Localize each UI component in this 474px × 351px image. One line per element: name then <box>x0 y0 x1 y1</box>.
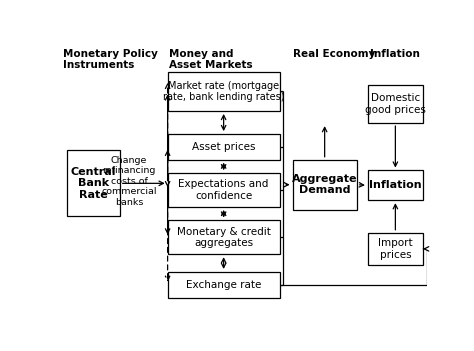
FancyBboxPatch shape <box>368 233 423 265</box>
Text: Change
refinancing
costs of
commercial
banks: Change refinancing costs of commercial b… <box>101 156 157 207</box>
Text: Market rate (mortgage
rate, bank lending rates): Market rate (mortgage rate, bank lending… <box>163 81 284 102</box>
FancyBboxPatch shape <box>168 134 280 160</box>
FancyBboxPatch shape <box>368 171 423 200</box>
FancyBboxPatch shape <box>66 150 120 217</box>
Text: Exchange rate: Exchange rate <box>186 280 261 290</box>
Text: Inflation: Inflation <box>369 180 422 190</box>
Text: Monetary Policy
Instruments: Monetary Policy Instruments <box>63 49 158 71</box>
FancyBboxPatch shape <box>168 220 280 254</box>
Text: Domestic
good prices: Domestic good prices <box>365 93 426 115</box>
Text: Expectations and
confidence: Expectations and confidence <box>178 179 269 201</box>
FancyBboxPatch shape <box>368 85 423 123</box>
Text: Real Economy: Real Economy <box>292 49 375 59</box>
Text: Asset prices: Asset prices <box>192 142 255 152</box>
Text: Import
prices: Import prices <box>378 238 413 260</box>
FancyBboxPatch shape <box>168 272 280 298</box>
Text: Aggregate
Demand: Aggregate Demand <box>292 174 357 196</box>
Text: Central
Bank
Rate: Central Bank Rate <box>71 167 116 200</box>
Text: Inflation: Inflation <box>370 49 419 59</box>
FancyBboxPatch shape <box>168 173 280 207</box>
Text: Monetary & credit
aggregates: Monetary & credit aggregates <box>177 227 271 248</box>
FancyBboxPatch shape <box>168 72 280 111</box>
Text: Money and
Asset Markets: Money and Asset Markets <box>169 49 253 71</box>
FancyBboxPatch shape <box>292 160 357 210</box>
